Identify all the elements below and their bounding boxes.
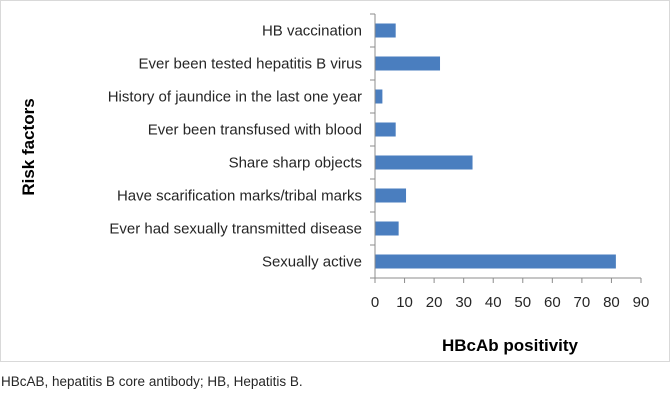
x-tick-label-3: 30 xyxy=(455,294,472,311)
category-label-2: History of jaundice in the last one year xyxy=(108,89,362,106)
axis-layer xyxy=(370,13,642,283)
bar-1 xyxy=(375,56,441,71)
labels-layer: HB vaccination Ever been tested hepatitis… xyxy=(108,23,650,312)
bar-6 xyxy=(375,221,399,236)
x-tick-label-4: 40 xyxy=(485,294,502,311)
bars-layer xyxy=(375,23,616,269)
x-tick-label-8: 80 xyxy=(603,294,620,311)
x-axis-title: HBcAb positivity xyxy=(442,336,579,355)
bar-0 xyxy=(375,23,396,38)
category-label-6: Ever had sexually transmitted disease xyxy=(109,221,362,238)
chart-figure: HB vaccination Ever been tested hepatitis… xyxy=(0,0,670,362)
category-label-0: HB vaccination xyxy=(262,23,362,40)
y-axis-title: Risk factors xyxy=(19,98,38,195)
category-label-3: Ever been transfused with blood xyxy=(148,122,362,139)
x-tick-label-0: 0 xyxy=(371,294,379,311)
bar-3 xyxy=(375,122,396,137)
category-label-1: Ever been tested hepatitis B virus xyxy=(139,56,362,73)
x-tick-label-5: 50 xyxy=(514,294,531,311)
bar-7 xyxy=(375,254,616,269)
x-tick-label-7: 70 xyxy=(574,294,591,311)
bar-5 xyxy=(375,188,407,203)
x-tick-label-9: 90 xyxy=(633,294,650,311)
x-tick-label-6: 60 xyxy=(544,294,561,311)
figure-caption: HBcAB, hepatitis B core antibody; HB, He… xyxy=(1,374,303,389)
bar-2 xyxy=(375,89,383,104)
x-tick-label-2: 20 xyxy=(426,294,443,311)
bar-chart: HB vaccination Ever been tested hepatitis… xyxy=(19,13,650,355)
category-label-4: Share sharp objects xyxy=(229,155,362,172)
category-label-7: Sexually active xyxy=(262,254,362,271)
category-label-5: Have scarification marks/tribal marks xyxy=(117,188,362,205)
x-tick-label-1: 10 xyxy=(396,294,413,311)
bar-4 xyxy=(375,155,473,170)
